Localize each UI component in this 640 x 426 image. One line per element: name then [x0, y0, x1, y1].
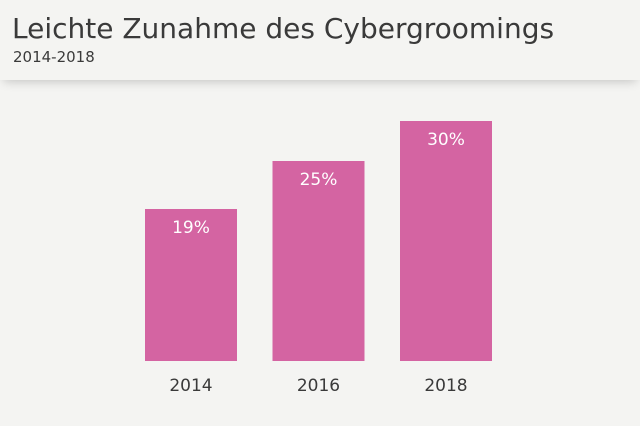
data-label-2018: 30%	[427, 130, 465, 150]
data-label-2014: 19%	[172, 218, 210, 238]
chart-subtitle: 2014-2018	[13, 48, 95, 66]
bar-2018	[400, 121, 492, 361]
x-tick-label-2014: 2014	[169, 376, 212, 396]
chart-title: Leichte Zunahme des Cybergroomings	[12, 12, 555, 45]
x-tick-label-2016: 2016	[297, 376, 340, 396]
bar-2016	[272, 161, 365, 361]
x-tick-label-2018: 2018	[424, 376, 467, 396]
bar-2014	[145, 209, 237, 361]
chart-header: Leichte Zunahme des Cybergroomings 2014-…	[0, 0, 640, 80]
data-label-2016: 25%	[300, 170, 338, 190]
